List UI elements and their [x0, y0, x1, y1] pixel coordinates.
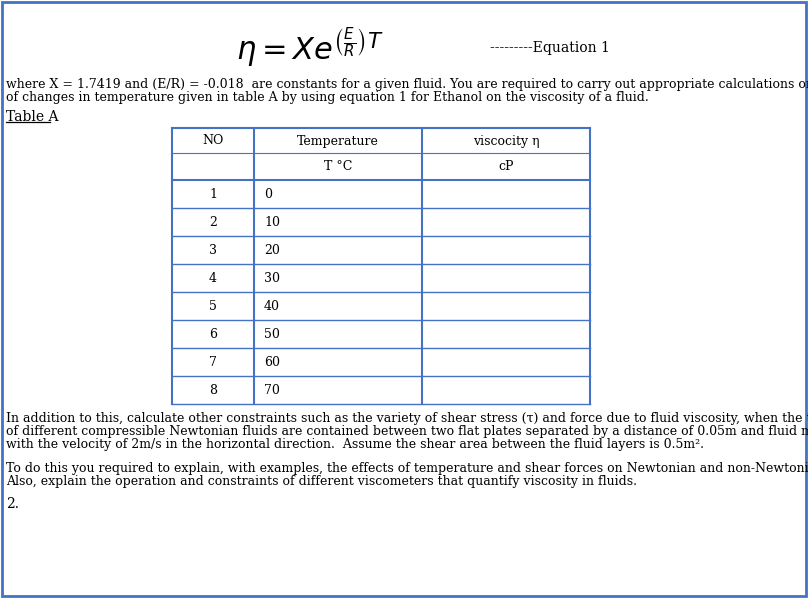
Text: 70: 70 — [264, 383, 280, 396]
Text: with the velocity of 2m/s in the horizontal direction.  Assume the shear area be: with the velocity of 2m/s in the horizon… — [6, 438, 704, 451]
Text: NO: NO — [202, 135, 224, 148]
Text: 3: 3 — [209, 243, 217, 257]
Text: In addition to this, calculate other constraints such as the variety of shear st: In addition to this, calculate other con… — [6, 412, 808, 425]
Text: Also, explain the operation and constraints of different viscometers that quanti: Also, explain the operation and constrai… — [6, 475, 637, 488]
Text: Table A: Table A — [6, 110, 58, 124]
Text: of changes in temperature given in table A by using equation 1 for Ethanol on th: of changes in temperature given in table… — [6, 91, 649, 104]
Text: 2: 2 — [209, 215, 217, 228]
Text: 8: 8 — [209, 383, 217, 396]
Text: ---------Equation 1: ---------Equation 1 — [490, 41, 610, 55]
Text: where X = 1.7419 and (E/R) = -0.018  are constants for a given fluid. You are re: where X = 1.7419 and (E/R) = -0.018 are … — [6, 78, 808, 91]
Text: 20: 20 — [264, 243, 280, 257]
Text: 50: 50 — [264, 328, 280, 340]
Text: 10: 10 — [264, 215, 280, 228]
Text: 6: 6 — [209, 328, 217, 340]
Text: 40: 40 — [264, 300, 280, 313]
Text: 0: 0 — [264, 188, 272, 200]
Text: 2.: 2. — [6, 497, 19, 511]
Text: $\eta = Xe^{\left(\frac{E}{R}\right)T}$: $\eta = Xe^{\left(\frac{E}{R}\right)T}$ — [236, 25, 384, 71]
Text: To do this you required to explain, with examples, the effects of temperature an: To do this you required to explain, with… — [6, 462, 808, 475]
Text: 5: 5 — [209, 300, 217, 313]
Text: 60: 60 — [264, 355, 280, 368]
Text: Temperature: Temperature — [297, 135, 379, 148]
Text: 7: 7 — [209, 355, 217, 368]
Text: 30: 30 — [264, 271, 280, 285]
Text: viscocity η: viscocity η — [473, 135, 539, 148]
Text: 1: 1 — [209, 188, 217, 200]
Text: 4: 4 — [209, 271, 217, 285]
Text: T °C: T °C — [324, 160, 352, 173]
Text: cP: cP — [499, 160, 514, 173]
Text: of different compressible Newtonian fluids are contained between two flat plates: of different compressible Newtonian flui… — [6, 425, 808, 438]
